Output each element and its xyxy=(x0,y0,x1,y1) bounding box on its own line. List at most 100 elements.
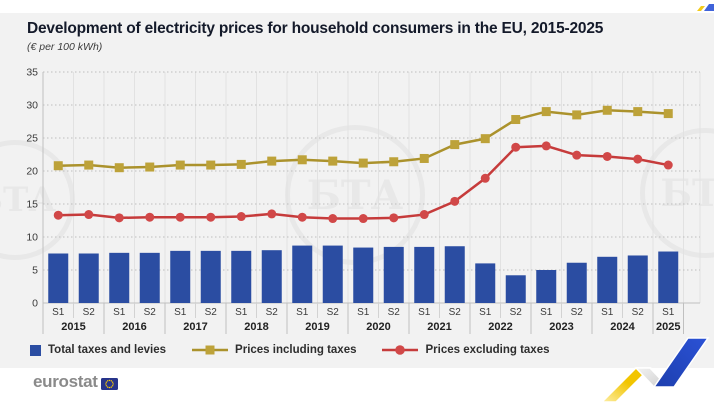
legend-item-total-taxes: Total taxes and levies xyxy=(30,344,166,356)
legend-label: Prices including taxes xyxy=(235,344,357,356)
eu-flag-star xyxy=(108,379,110,381)
y-axis-tick-label: 20 xyxy=(26,166,38,178)
page-title: Development of electricity prices for ho… xyxy=(27,20,604,37)
prices-excluding-taxes-marker xyxy=(358,214,368,224)
eu-flag-star xyxy=(108,386,110,388)
y-axis-tick-label: 15 xyxy=(26,199,38,211)
bar-total-taxes xyxy=(566,262,587,303)
eu-flag-star xyxy=(106,385,109,388)
eurostat-logo: eurostat xyxy=(33,372,118,392)
eu-flag-star xyxy=(106,379,109,382)
legend-item-incl-taxes: Prices including taxes xyxy=(192,344,356,356)
bar-total-taxes xyxy=(536,270,557,303)
x-axis-semester-label: S2 xyxy=(632,307,645,318)
x-axis-semester-label: S2 xyxy=(144,307,157,318)
prices-excluding-taxes-marker xyxy=(297,212,307,222)
x-axis-semester-label: S1 xyxy=(601,307,614,318)
y-axis-tick-label: 10 xyxy=(26,232,38,244)
prices-including-taxes-marker xyxy=(572,110,582,120)
prices-including-taxes-marker xyxy=(511,115,521,125)
bar-total-taxes xyxy=(444,246,465,303)
bar-total-taxes xyxy=(627,255,648,303)
x-axis-semester-label: S1 xyxy=(174,307,187,318)
x-axis-year-label: 2017 xyxy=(183,321,207,333)
x-axis-semester-label: S2 xyxy=(327,307,340,318)
bar-total-taxes xyxy=(78,253,99,303)
x-axis-year-label: 2023 xyxy=(549,321,573,333)
bar-total-taxes xyxy=(322,245,343,303)
eu-flag-star xyxy=(110,379,112,382)
prices-excluding-taxes-marker xyxy=(145,212,155,222)
eu-flag-star xyxy=(112,382,114,385)
bar-total-taxes xyxy=(383,246,404,303)
prices-including-taxes-marker xyxy=(236,159,246,169)
y-axis-tick-label: 25 xyxy=(26,133,38,145)
eu-flag-star xyxy=(111,381,113,383)
x-axis-semester-label: S2 xyxy=(571,307,584,318)
prices-excluding-taxes-marker xyxy=(511,142,521,152)
bar-total-taxes xyxy=(597,256,618,303)
chart-legend: Total taxes and levies Prices including … xyxy=(30,344,550,356)
prices-including-taxes-marker xyxy=(328,156,338,166)
prices-including-taxes-marker xyxy=(297,155,307,165)
bar-total-taxes xyxy=(505,275,526,303)
x-axis-semester-label: S1 xyxy=(540,307,553,318)
blue-square-swatch-icon xyxy=(30,344,41,356)
x-axis-semester-label: S1 xyxy=(296,307,309,318)
x-axis-semester-label: S1 xyxy=(52,307,65,318)
bar-total-taxes xyxy=(48,253,69,303)
x-axis-semester-label: S1 xyxy=(418,307,431,318)
prices-excluding-taxes-marker xyxy=(53,210,63,220)
bar-total-taxes xyxy=(353,247,374,303)
bar-total-taxes xyxy=(658,251,679,303)
x-axis-semester-label: S2 xyxy=(510,307,523,318)
x-axis-semester-label: S1 xyxy=(479,307,492,318)
prices-including-taxes-marker xyxy=(358,158,368,168)
prices-including-taxes-marker xyxy=(84,160,94,170)
bar-total-taxes xyxy=(109,252,130,303)
x-axis-semester-label: S1 xyxy=(113,307,126,318)
bar-total-taxes xyxy=(231,250,252,303)
x-axis-year-label: 2018 xyxy=(244,321,268,333)
prices-including-taxes-marker xyxy=(145,162,155,172)
bar-total-taxes xyxy=(170,250,191,303)
x-axis-semester-label: S1 xyxy=(357,307,370,318)
eurostat-wordmark: eurostat xyxy=(33,372,98,391)
red-line-circle-swatch-icon xyxy=(382,345,419,355)
bar-total-taxes xyxy=(261,250,282,303)
x-axis-semester-label: S1 xyxy=(235,307,248,318)
prices-including-taxes-marker xyxy=(389,157,399,167)
eu-flag-star xyxy=(111,384,113,386)
bar-total-taxes xyxy=(292,245,313,303)
x-axis-semester-label: S2 xyxy=(83,307,96,318)
eu-flag-star xyxy=(110,385,112,388)
x-axis-semester-label: S2 xyxy=(205,307,218,318)
x-axis-year-label: 2022 xyxy=(488,321,512,333)
prices-excluding-taxes-marker xyxy=(236,212,246,222)
prices-including-taxes-marker xyxy=(114,163,124,173)
prices-excluding-taxes-marker xyxy=(633,154,643,164)
prices-including-taxes-marker xyxy=(53,161,63,171)
x-axis-year-label: 2016 xyxy=(122,321,146,333)
legend-label: Total taxes and levies xyxy=(48,344,167,356)
prices-excluding-taxes-marker xyxy=(572,150,582,160)
eu-flag-star xyxy=(105,384,107,386)
y-axis-tick-label: 30 xyxy=(26,100,38,112)
prices-excluding-taxes-marker xyxy=(480,173,490,183)
prices-including-taxes-marker xyxy=(206,160,216,170)
prices-excluding-taxes-marker xyxy=(114,213,124,223)
page-subtitle: (€ per 100 kWh) xyxy=(27,41,103,53)
prices-including-taxes-marker xyxy=(602,105,612,115)
prices-excluding-taxes-marker xyxy=(84,210,94,220)
x-axis-year-label: 2024 xyxy=(610,321,635,333)
x-axis-year-label: 2020 xyxy=(366,321,390,333)
prices-including-taxes-marker xyxy=(663,109,673,119)
x-axis-semester-label: S1 xyxy=(662,307,675,318)
prices-including-taxes-marker xyxy=(267,156,277,166)
eu-flag-star xyxy=(105,381,107,383)
y-axis-tick-label: 5 xyxy=(32,265,38,277)
bar-total-taxes xyxy=(139,252,160,303)
prices-excluding-taxes-marker xyxy=(541,141,551,151)
